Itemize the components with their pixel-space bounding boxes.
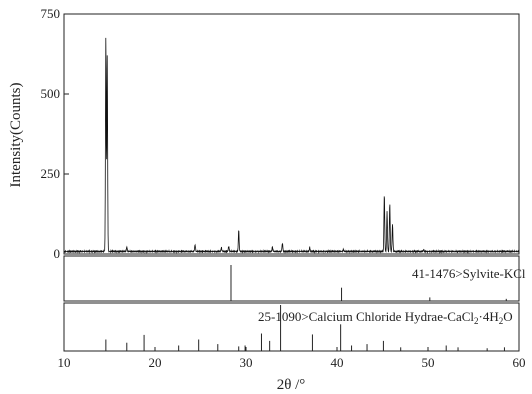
y-axis-label: Intensity(Counts) [8,83,24,188]
x-axis-label: 2θ /° [277,377,306,393]
reference-lines-cacl2 [105,305,505,351]
x-tick-label: 40 [331,355,344,370]
reference-panel-cacl2-frame [63,302,520,352]
reference-panel-kcl: 41-1476>Sylvite-KCl [63,255,526,302]
x-tick-label: 20 [149,355,162,370]
y-tick-label: 0 [54,246,61,261]
y-tick-label: 500 [41,86,61,101]
reference-lines-kcl [230,265,507,301]
x-tick-label: 30 [240,355,253,370]
reference-label-cacl2: 25-1090>Calcium Chloride Hydrae-CaCl2·4H… [258,309,513,326]
x-tick-label: 60 [513,355,526,370]
reference-label-kcl: 41-1476>Sylvite-KCl [412,266,526,281]
x-axis-ticks: 10 20 30 40 50 60 [58,347,526,370]
main-panel: 0 250 500 750 [41,6,520,261]
reference-panel-cacl2: 25-1090>Calcium Chloride Hydrae-CaCl2·4H… [63,302,520,352]
x-tick-label: 50 [422,355,435,370]
main-panel-frame [63,13,520,255]
y-tick-label: 250 [41,166,61,181]
y-tick-label: 750 [41,6,61,21]
x-tick-label: 10 [58,355,71,370]
xrd-pattern-line [63,37,520,254]
reference-panel-kcl-frame [63,255,520,302]
y-axis-ticks: 0 250 500 750 [41,6,69,261]
